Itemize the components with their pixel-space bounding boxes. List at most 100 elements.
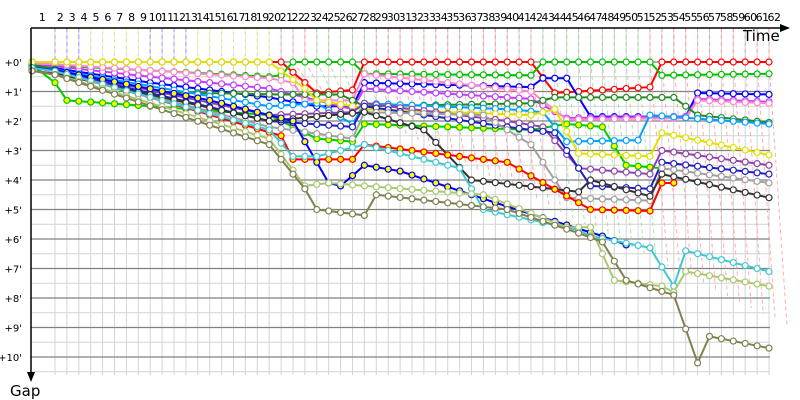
data-point <box>753 148 761 157</box>
data-point <box>527 111 535 119</box>
x-tick-label: 14 <box>196 11 209 24</box>
data-point <box>479 58 487 66</box>
data-point <box>408 146 416 155</box>
data-point <box>693 151 702 160</box>
data-point <box>634 169 642 177</box>
data-point <box>622 206 630 214</box>
y-tick-label: +1' <box>5 88 23 99</box>
data-point <box>765 170 773 178</box>
data-point <box>491 157 499 165</box>
data-point <box>467 118 476 126</box>
data-point <box>360 141 368 149</box>
data-point <box>634 115 642 123</box>
data-point <box>194 58 202 66</box>
data-point <box>563 74 571 82</box>
data-point <box>670 71 678 79</box>
data-point <box>432 89 440 97</box>
data-point <box>444 79 452 87</box>
data-point <box>670 173 678 181</box>
data-point <box>348 181 357 189</box>
data-point <box>586 93 595 102</box>
data-point <box>527 87 535 96</box>
data-point <box>539 127 547 135</box>
data-point <box>693 359 702 367</box>
data-point <box>539 217 547 225</box>
data-point <box>670 58 678 66</box>
data-point <box>574 199 583 207</box>
data-point <box>586 176 595 184</box>
data-point <box>408 195 416 203</box>
x-tick-label: 18 <box>244 11 257 24</box>
data-point <box>503 205 511 214</box>
data-point <box>360 84 368 93</box>
data-point <box>467 58 476 66</box>
data-point <box>765 282 773 290</box>
data-point <box>717 97 726 105</box>
x-tick-label: 35 <box>446 11 459 24</box>
data-point <box>610 58 618 66</box>
data-point <box>444 199 452 207</box>
data-point <box>586 122 595 130</box>
data-point <box>491 84 499 92</box>
data-point <box>265 74 273 82</box>
data-point <box>598 150 607 159</box>
data-point <box>563 146 571 155</box>
data-point <box>753 264 761 273</box>
data-point <box>527 58 535 66</box>
data-point <box>467 154 476 162</box>
data-point <box>539 158 547 166</box>
data-point <box>670 93 678 102</box>
lap-line-slant <box>649 61 669 267</box>
data-point <box>467 176 476 184</box>
data-point <box>432 122 440 131</box>
data-point <box>467 190 476 198</box>
data-point <box>491 71 499 79</box>
data-point <box>717 274 726 282</box>
data-point <box>622 115 630 123</box>
data-point <box>598 115 607 123</box>
data-point <box>325 207 333 215</box>
data-point <box>658 146 666 155</box>
data-point <box>551 221 559 229</box>
data-point <box>372 79 380 87</box>
data-point <box>527 182 535 191</box>
data-point <box>301 84 309 93</box>
data-point <box>563 138 571 146</box>
data-point <box>574 149 583 158</box>
data-point <box>337 180 345 188</box>
data-point <box>527 213 535 221</box>
x-tick-label: 62 <box>768 11 781 24</box>
data-point <box>75 78 83 87</box>
data-point <box>717 165 726 173</box>
data-point <box>432 149 440 158</box>
x-tick-label: 49 <box>613 11 626 24</box>
data-point <box>432 187 440 195</box>
data-point <box>170 68 178 76</box>
data-point <box>729 156 737 164</box>
data-point <box>229 81 238 89</box>
data-point <box>574 93 583 102</box>
data-point <box>170 100 178 108</box>
data-point <box>622 84 630 93</box>
lap-line-slant <box>435 61 455 159</box>
data-point <box>503 158 511 166</box>
data-point <box>622 136 630 145</box>
data-point <box>479 111 487 119</box>
data-point <box>479 71 487 79</box>
data-point <box>265 141 273 149</box>
data-point <box>289 126 297 134</box>
data-point <box>515 133 523 141</box>
data-point <box>420 186 428 194</box>
data-point <box>693 169 702 177</box>
y-tick-label: +0' <box>5 58 23 69</box>
data-point <box>313 130 321 138</box>
data-point <box>682 325 690 333</box>
x-tick-label: 11 <box>161 11 174 24</box>
data-point <box>277 155 285 163</box>
data-point <box>622 186 630 194</box>
data-point <box>479 191 487 199</box>
data-point <box>420 70 428 78</box>
data-point <box>420 155 428 163</box>
data-point <box>241 73 249 81</box>
data-point <box>610 257 618 265</box>
